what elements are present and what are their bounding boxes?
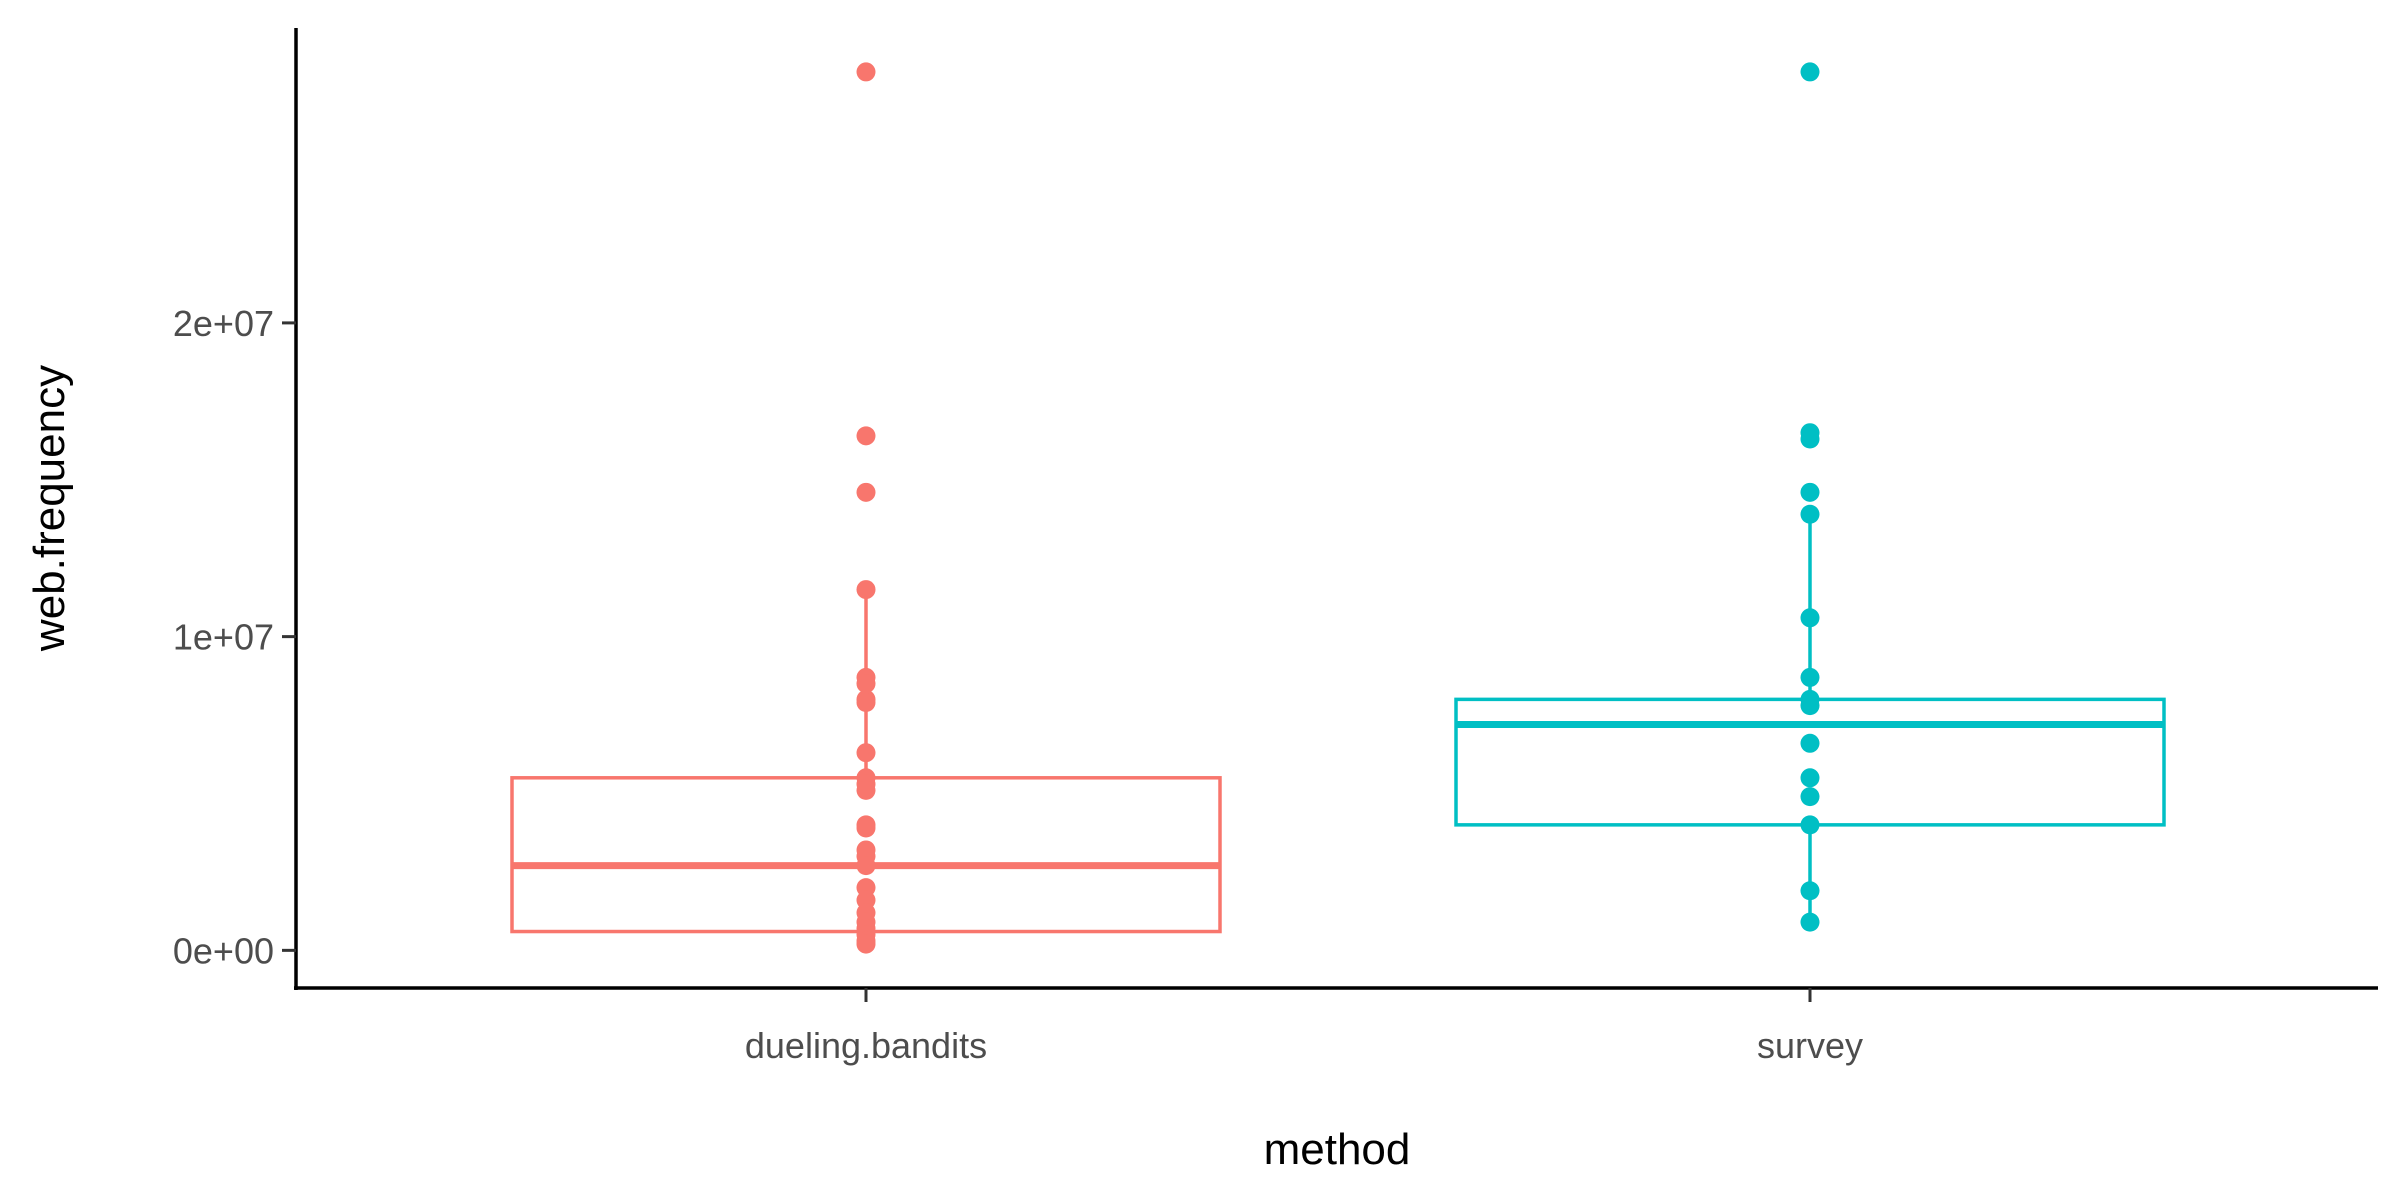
data-point [1800, 608, 1820, 628]
y-tick-label: 1e+07 [173, 617, 274, 658]
data-point [856, 674, 876, 694]
data-point [1800, 504, 1820, 524]
data-point [856, 62, 876, 82]
data-point [1800, 881, 1820, 901]
data-point [856, 426, 876, 446]
data-point [856, 580, 876, 600]
chart-axes [294, 28, 2378, 990]
box-group-survey [1454, 62, 2166, 932]
data-point [1800, 696, 1820, 716]
data-point [856, 693, 876, 713]
data-point [856, 743, 876, 763]
x-axis-ticks: dueling.bandits survey [745, 988, 1863, 1066]
x-axis-title: method [1264, 1125, 1411, 1174]
y-axis-title: web.frequency [25, 365, 74, 652]
data-point [1800, 787, 1820, 807]
x-tick-label: dueling.bandits [745, 1025, 987, 1066]
data-point [856, 818, 876, 838]
data-point [1800, 768, 1820, 788]
chart-marks [510, 62, 2166, 954]
data-point [1800, 815, 1820, 835]
data-point [1800, 429, 1820, 449]
box-group-dueling-bandits [510, 62, 1222, 954]
data-point [856, 780, 876, 800]
data-point [1800, 733, 1820, 753]
data-point [1800, 667, 1820, 687]
y-tick-label: 0e+00 [173, 930, 274, 971]
data-point [856, 482, 876, 502]
y-tick-label: 2e+07 [173, 303, 274, 344]
y-axis-ticks: 0e+00 1e+07 2e+07 [173, 303, 296, 971]
data-point [1800, 912, 1820, 932]
data-point [856, 934, 876, 954]
data-point [1800, 482, 1820, 502]
x-tick-label: survey [1757, 1025, 1863, 1066]
data-point [1800, 62, 1820, 82]
data-point [856, 856, 876, 876]
